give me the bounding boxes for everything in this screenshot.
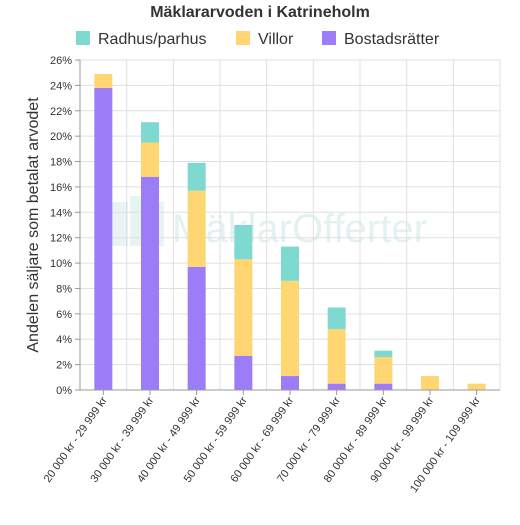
- legend-item-villor[interactable]: Villor: [236, 31, 294, 48]
- legend-label: Radhus/parhus: [98, 31, 207, 48]
- bar-villor-7[interactable]: [374, 357, 393, 384]
- y-tick-label: 24%: [50, 80, 72, 92]
- y-tick-label: 14%: [50, 207, 72, 219]
- y-tick-label: 18%: [50, 157, 72, 169]
- bar-villor-6[interactable]: [327, 329, 346, 384]
- bar-radhus-parhus-3[interactable]: [187, 162, 206, 191]
- y-tick-label: 10%: [50, 258, 72, 270]
- bars: [94, 73, 486, 390]
- bar-bostadsratter-4[interactable]: [234, 355, 253, 390]
- bar-villor-8[interactable]: [421, 376, 439, 390]
- bar-bostadsratter-3[interactable]: [187, 266, 206, 390]
- y-tick-label: 26%: [50, 55, 72, 67]
- bar-bostadsratter-5[interactable]: [281, 376, 299, 390]
- bar-villor-5[interactable]: [281, 280, 299, 377]
- y-tick-label: 8%: [56, 283, 72, 295]
- bar-radhus-parhus-7[interactable]: [374, 350, 393, 357]
- legend-item-radhus-parhus[interactable]: Radhus/parhus: [76, 31, 207, 48]
- bar-bostadsratter-2[interactable]: [141, 176, 159, 390]
- y-tick-label: 12%: [50, 233, 72, 245]
- y-tick-label: 0%: [56, 385, 72, 397]
- bar-villor-4[interactable]: [234, 259, 253, 356]
- bar-radhus-parhus-4[interactable]: [234, 225, 253, 260]
- legend-label: Bostadsrätter: [344, 31, 440, 48]
- y-axis-label: Andelen säljare som betalat arvodet: [25, 97, 42, 353]
- chart-title: Mäklararvoden i Katrineholm: [150, 4, 370, 21]
- y-tick-label: 20%: [50, 131, 72, 143]
- watermark: MäklarOfferter: [112, 196, 427, 251]
- bar-radhus-parhus-6[interactable]: [327, 307, 346, 330]
- y-tick-label: 4%: [56, 334, 72, 346]
- bar-radhus-parhus-5[interactable]: [281, 246, 299, 281]
- legend-swatch: [236, 31, 250, 45]
- legend-swatch: [322, 31, 336, 45]
- bar-bostadsratter-7[interactable]: [374, 383, 393, 390]
- bar-bostadsratter-1[interactable]: [94, 87, 113, 390]
- legend-label: Villor: [258, 31, 294, 48]
- y-tick-label: 2%: [56, 360, 72, 372]
- watermark-text: MäklarOfferter: [172, 207, 427, 251]
- bar-villor-2[interactable]: [141, 142, 159, 177]
- legend-item-bostadsratter[interactable]: Bostadsrätter: [322, 31, 440, 48]
- legend-swatch: [76, 31, 90, 45]
- y-tick-label: 6%: [56, 309, 72, 321]
- bar-villor-9[interactable]: [467, 383, 486, 390]
- bar-villor-3[interactable]: [187, 190, 206, 267]
- bar-bostadsratter-6[interactable]: [327, 383, 346, 390]
- bar-radhus-parhus-2[interactable]: [141, 122, 159, 143]
- y-tick-label: 22%: [50, 106, 72, 118]
- legend: Radhus/parhus Villor Bostadsrätter: [76, 31, 440, 48]
- y-tick-label: 16%: [50, 182, 72, 194]
- bar-villor-1[interactable]: [94, 73, 113, 88]
